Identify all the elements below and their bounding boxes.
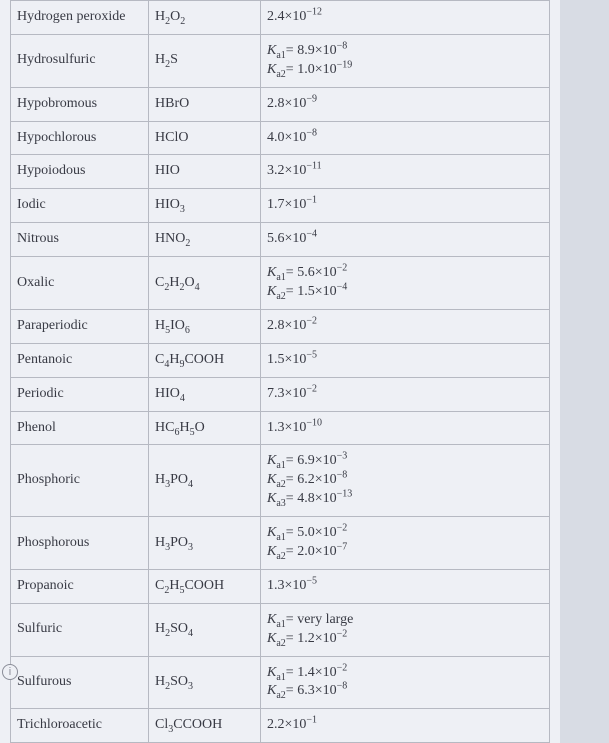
table-row: HypoiodousHIO3.2×10−11 (11, 155, 550, 189)
table-row: OxalicC2H2O4Ka1= 5.6×10−2Ka2= 1.5×10−4 (11, 257, 550, 310)
acid-formula: H2SO4 (149, 603, 261, 656)
acid-ka: 2.8×10−2 (261, 309, 550, 343)
acid-table: Hydrogen peroxideH2O22.4×10−12Hydrosulfu… (10, 0, 550, 743)
acid-formula: HIO3 (149, 189, 261, 223)
table-row: TrichloroaceticCl3CCOOH2.2×10−1 (11, 709, 550, 743)
acid-formula: H2SO3 (149, 656, 261, 709)
acid-ka: Ka1= 5.0×10−2Ka2= 2.0×10−7 (261, 517, 550, 570)
acid-formula: HIO4 (149, 377, 261, 411)
acid-formula: HC6H5O (149, 411, 261, 445)
acid-formula: HNO2 (149, 223, 261, 257)
acid-ka: 2.4×10−12 (261, 1, 550, 35)
acid-formula: H5IO6 (149, 309, 261, 343)
acid-formula: H3PO3 (149, 517, 261, 570)
acid-ka: 4.0×10−8 (261, 121, 550, 155)
acid-ka: 2.2×10−1 (261, 709, 550, 743)
acid-ka: Ka1= 6.9×10−3Ka2= 6.2×10−8Ka3= 4.8×10−13 (261, 445, 550, 517)
acid-ka: 7.3×10−2 (261, 377, 550, 411)
acid-formula: H2O2 (149, 1, 261, 35)
document-page: Hydrogen peroxideH2O22.4×10−12Hydrosulfu… (0, 0, 560, 743)
acid-ka: Ka1= very largeKa2= 1.2×10−2 (261, 603, 550, 656)
acid-ka: 1.7×10−1 (261, 189, 550, 223)
acid-name: Hydrogen peroxide (11, 1, 149, 35)
acid-name: Hypochlorous (11, 121, 149, 155)
table-row: PentanoicC4H9COOH1.5×10−5 (11, 343, 550, 377)
acid-name: Phosphoric (11, 445, 149, 517)
acid-name: Paraperiodic (11, 309, 149, 343)
acid-formula: C4H9COOH (149, 343, 261, 377)
acid-ka: 1.5×10−5 (261, 343, 550, 377)
acid-name: Iodic (11, 189, 149, 223)
acid-ka: 1.3×10−10 (261, 411, 550, 445)
acid-formula: HClO (149, 121, 261, 155)
table-row: ParaperiodicH5IO62.8×10−2 (11, 309, 550, 343)
table-row: Hydrogen peroxideH2O22.4×10−12 (11, 1, 550, 35)
acid-name: Trichloroacetic (11, 709, 149, 743)
acid-formula: H2S (149, 34, 261, 87)
acid-formula: C2H2O4 (149, 257, 261, 310)
acid-ka: Ka1= 8.9×10−8Ka2= 1.0×10−19 (261, 34, 550, 87)
table-row: IodicHIO31.7×10−1 (11, 189, 550, 223)
table-row: HypobromousHBrO2.8×10−9 (11, 87, 550, 121)
acid-ka: 2.8×10−9 (261, 87, 550, 121)
table-row: SulfuricH2SO4Ka1= very largeKa2= 1.2×10−… (11, 603, 550, 656)
info-icon[interactable]: i (2, 664, 18, 680)
table-row: PhosphorousH3PO3Ka1= 5.0×10−2Ka2= 2.0×10… (11, 517, 550, 570)
acid-formula: HBrO (149, 87, 261, 121)
table-row: PhenolHC6H5O1.3×10−10 (11, 411, 550, 445)
table-row: SulfurousH2SO3Ka1= 1.4×10−2Ka2= 6.3×10−8 (11, 656, 550, 709)
acid-name: Hydrosulfuric (11, 34, 149, 87)
table-row: HydrosulfuricH2SKa1= 8.9×10−8Ka2= 1.0×10… (11, 34, 550, 87)
acid-name: Phosphorous (11, 517, 149, 570)
acid-ka: 3.2×10−11 (261, 155, 550, 189)
acid-formula: Cl3CCOOH (149, 709, 261, 743)
acid-formula: H3PO4 (149, 445, 261, 517)
acid-name: Sulfuric (11, 603, 149, 656)
acid-name: Phenol (11, 411, 149, 445)
acid-formula: HIO (149, 155, 261, 189)
table-row: HypochlorousHClO4.0×10−8 (11, 121, 550, 155)
table-row: PeriodicHIO47.3×10−2 (11, 377, 550, 411)
table-row: PhosphoricH3PO4Ka1= 6.9×10−3Ka2= 6.2×10−… (11, 445, 550, 517)
table-row: PropanoicC2H5COOH1.3×10−5 (11, 569, 550, 603)
acid-name: Hypoiodous (11, 155, 149, 189)
acid-name: Pentanoic (11, 343, 149, 377)
acid-ka: Ka1= 5.6×10−2Ka2= 1.5×10−4 (261, 257, 550, 310)
acid-name: Periodic (11, 377, 149, 411)
info-glyph: i (9, 666, 11, 678)
acid-ka: Ka1= 1.4×10−2Ka2= 6.3×10−8 (261, 656, 550, 709)
acid-name: Nitrous (11, 223, 149, 257)
acid-ka: 1.3×10−5 (261, 569, 550, 603)
table-row: NitrousHNO25.6×10−4 (11, 223, 550, 257)
acid-name: Oxalic (11, 257, 149, 310)
acid-name: Sulfurous (11, 656, 149, 709)
acid-name: Hypobromous (11, 87, 149, 121)
acid-name: Propanoic (11, 569, 149, 603)
acid-formula: C2H5COOH (149, 569, 261, 603)
acid-ka: 5.6×10−4 (261, 223, 550, 257)
